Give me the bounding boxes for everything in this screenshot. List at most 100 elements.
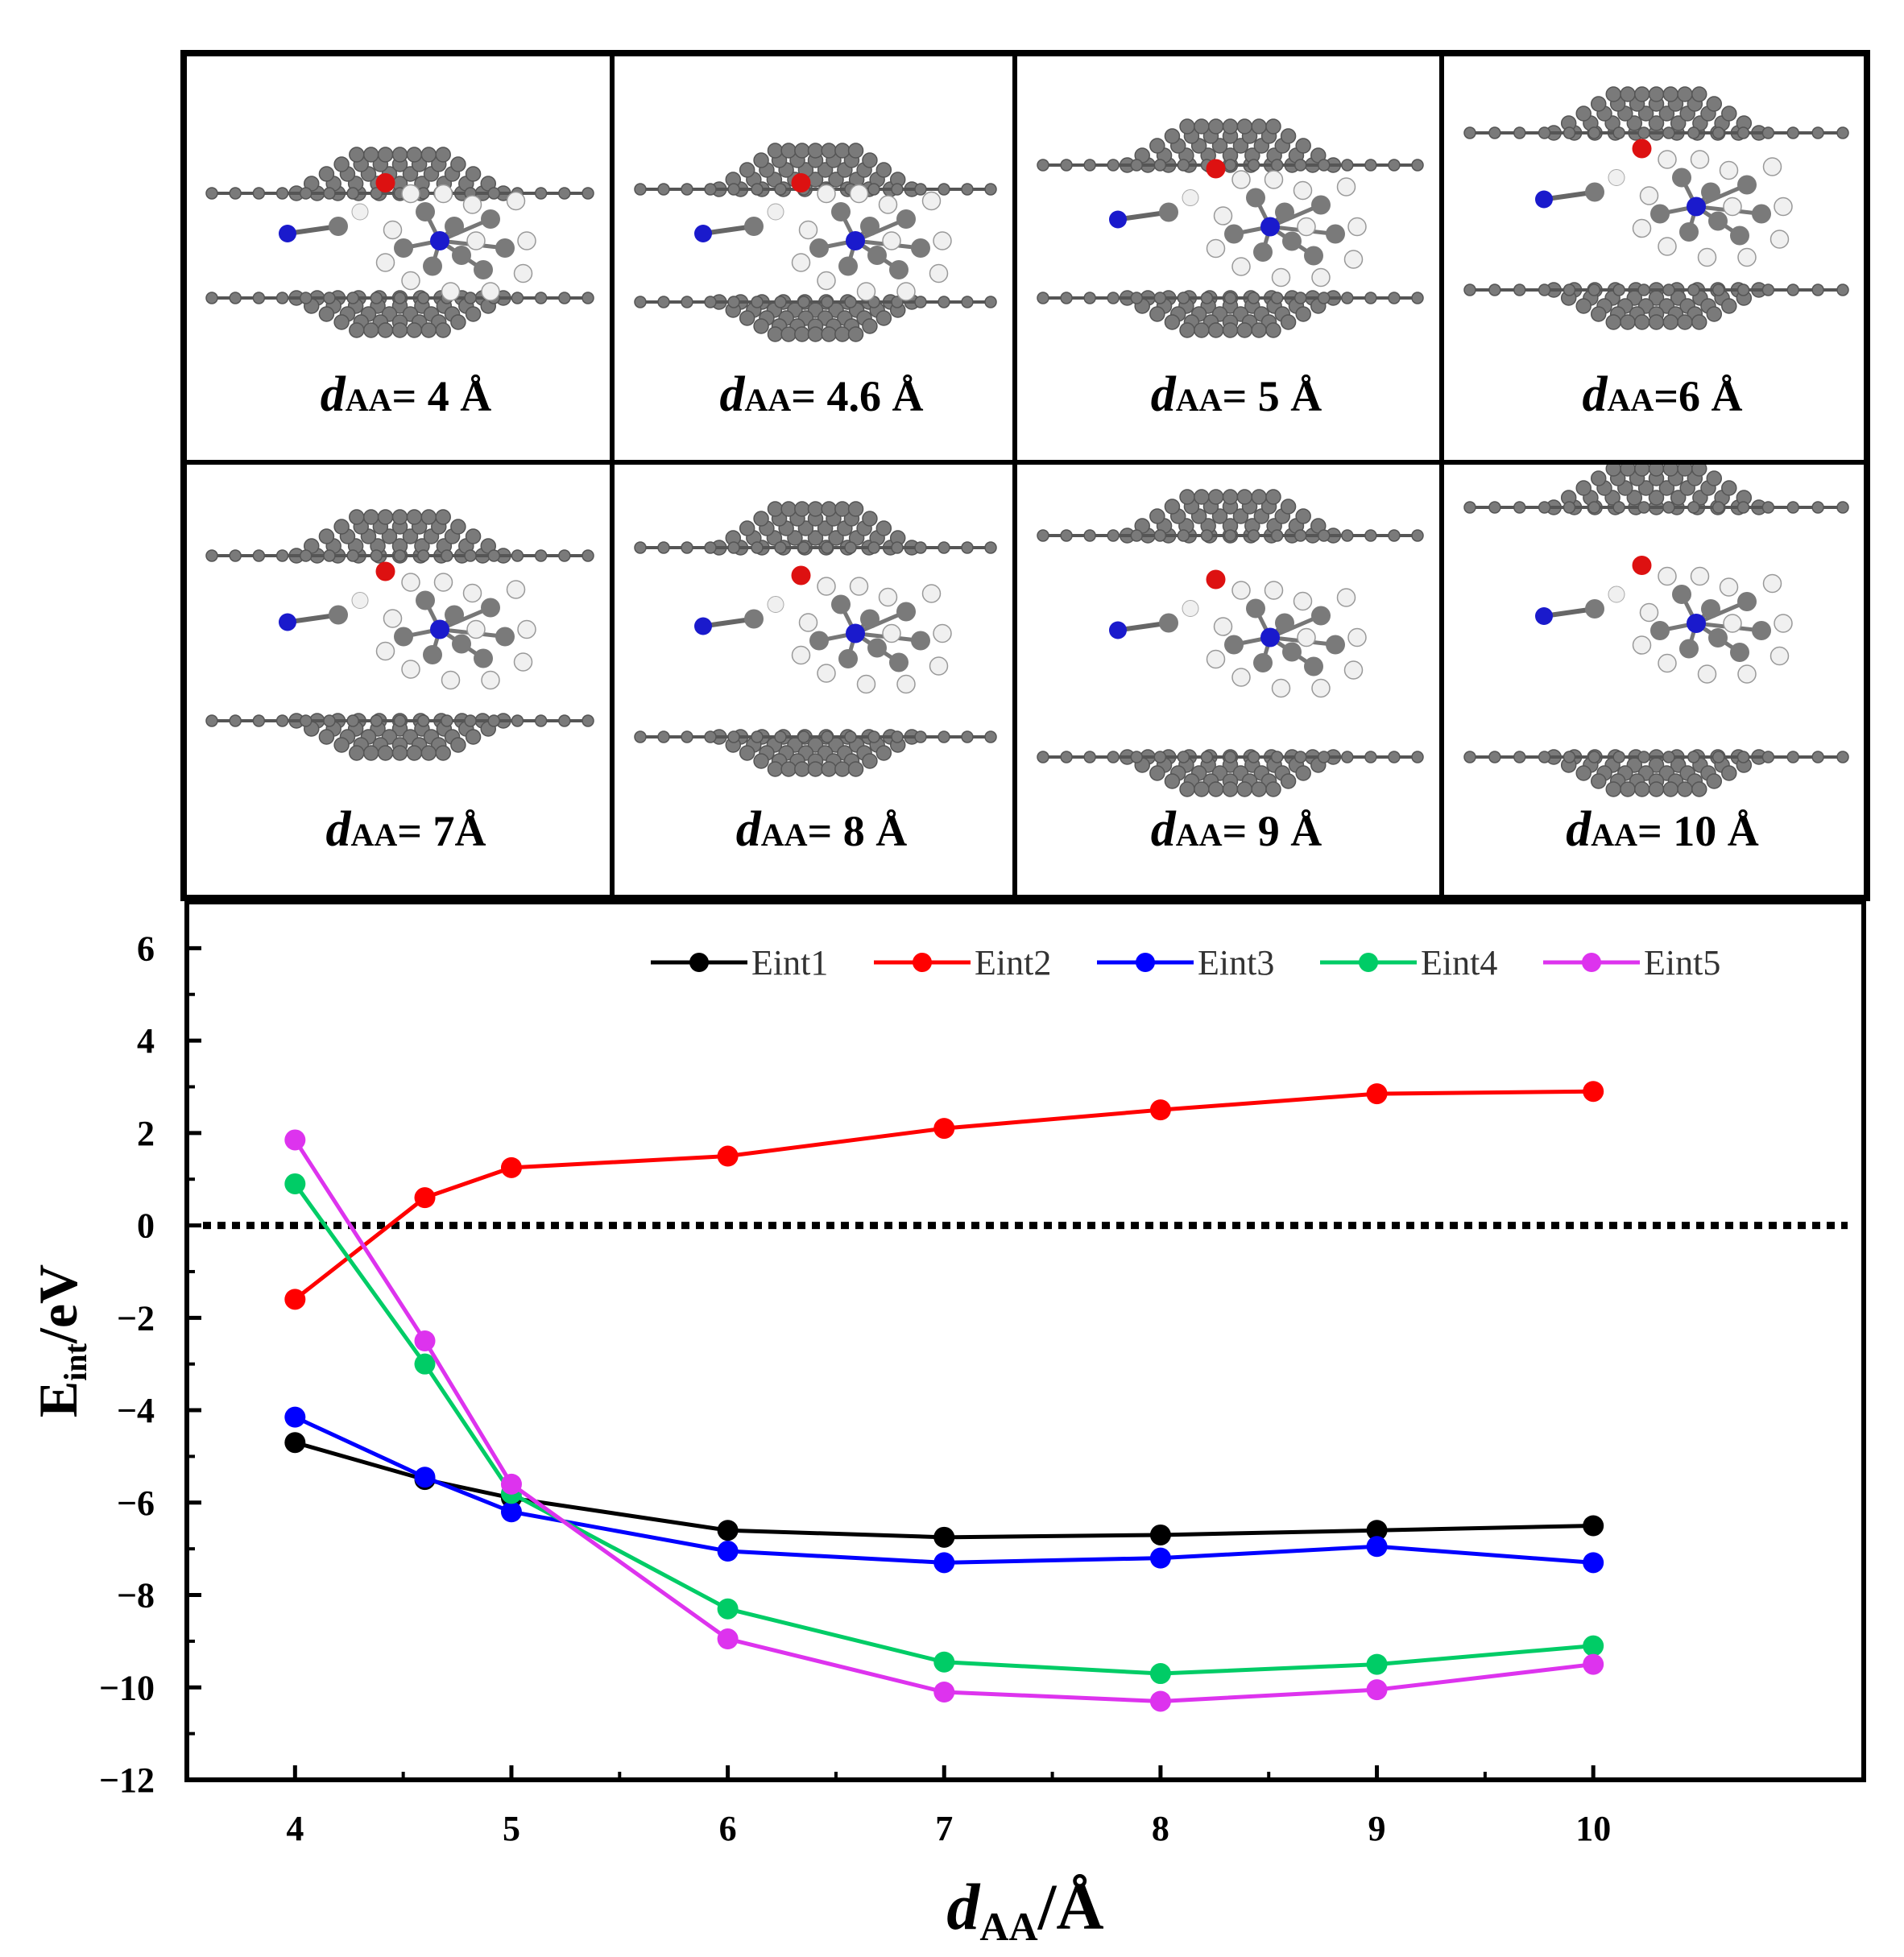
hydrogen-atom [1231, 668, 1251, 687]
carbon-atom [1211, 508, 1228, 524]
carbon-atom [1761, 501, 1775, 514]
carbon-atom [1687, 126, 1700, 139]
carbon-atom [847, 761, 864, 777]
carbon-atom [1253, 653, 1273, 672]
carbon-atom [1687, 751, 1700, 763]
carbon-atom [1538, 751, 1551, 763]
carbon-atom [1364, 159, 1377, 172]
carbon-atom [1736, 126, 1750, 139]
data-point-eint2 [1583, 1081, 1604, 1103]
legend-marker [1136, 953, 1155, 972]
hydrogen-atom [1293, 591, 1313, 611]
oxygen-atom [1206, 569, 1226, 590]
carbon-atom [252, 292, 266, 304]
carbon-atom [1083, 529, 1096, 542]
oxygen-atom [791, 173, 811, 192]
carbon-atom [391, 509, 408, 525]
carbon-atom [780, 143, 797, 159]
carbon-atom [938, 541, 950, 554]
carbon-atom [1177, 292, 1190, 304]
carbon-atom [1672, 168, 1691, 188]
carbon-atom [1691, 86, 1707, 102]
carbon-atom [1177, 529, 1190, 542]
carbon-atom [1270, 292, 1284, 304]
carbon-atom [1280, 314, 1297, 330]
carbon-atom [867, 541, 880, 554]
hydrogen-atom [1347, 217, 1367, 237]
carbon-atom [1590, 773, 1607, 789]
carbon-atom [914, 296, 927, 308]
x-tick-label: 5 [503, 1809, 520, 1848]
data-point-eint4 [933, 1651, 955, 1673]
carbon-atom [1411, 751, 1424, 763]
carbon-atom [252, 714, 266, 727]
x-tick-label: 8 [1152, 1809, 1169, 1848]
carbon-atom [423, 256, 442, 276]
carbon-atom [727, 296, 740, 308]
hydrogen-atom [849, 577, 869, 596]
carbon-atom [582, 714, 594, 727]
carbon-atom [1637, 751, 1650, 763]
structure-panel: dAA=6 Å [1463, 86, 1849, 422]
carbon-atom [838, 649, 858, 668]
data-point-eint3 [1149, 1547, 1171, 1569]
carbon-atom [1612, 126, 1625, 139]
carbon-atom [794, 761, 810, 777]
carbon-atom [1513, 751, 1526, 763]
carbon-atom [1620, 86, 1636, 102]
carbon-atom [914, 541, 927, 554]
carbon-atom [450, 737, 466, 753]
carbon-atom [1587, 283, 1601, 296]
hydrogen-atom [1769, 230, 1790, 249]
carbon-atom [393, 549, 407, 562]
carbon-atom [1836, 751, 1849, 763]
carbon-atom [809, 238, 829, 258]
x-tick-label: 9 [1368, 1809, 1386, 1848]
carbon-atom [465, 528, 482, 544]
carbon-atom [1130, 751, 1143, 763]
carbon-atom [1293, 751, 1307, 763]
carbon-atom [681, 183, 693, 196]
carbon-atom [1326, 224, 1345, 244]
carbon-atom [821, 326, 837, 342]
carbon-atom [774, 296, 787, 308]
panel-label: dAA= 4 Å [321, 367, 492, 422]
nitrogen-atom [1260, 627, 1280, 648]
carbon-atom [1706, 470, 1723, 486]
data-point-eint4 [284, 1173, 306, 1194]
carbon-atom [1563, 751, 1576, 763]
carbon-atom [534, 292, 548, 304]
data-point-eint2 [717, 1145, 739, 1167]
carbon-atom [961, 296, 974, 308]
carbon-atom [450, 156, 466, 172]
nitrogen-atom [846, 231, 865, 250]
carbon-atom [809, 631, 829, 651]
hydrogen-atom [441, 670, 461, 690]
carbon-atom [1563, 126, 1576, 139]
y-tick-label: −8 [117, 1576, 155, 1616]
hydrogen-atom [1632, 218, 1652, 238]
carbon-atom [1590, 306, 1607, 322]
carbon-atom [1282, 642, 1302, 662]
carbon-atom [1463, 283, 1476, 296]
carbon-atom [821, 296, 834, 308]
panel-label: dAA= 10 Å [1566, 802, 1759, 857]
carbon-atom [862, 753, 878, 769]
hydrogen-atom [1213, 617, 1233, 636]
oxygen-atom [791, 565, 811, 585]
panel-label: dAA= 9 Å [1151, 802, 1322, 857]
carbon-atom [1575, 765, 1591, 781]
carbon-atom [794, 326, 810, 342]
carbon-atom [844, 541, 857, 554]
carbon-atom [797, 730, 810, 743]
carbon-atom [1786, 283, 1800, 296]
carbon-atom [891, 730, 904, 743]
carbon-atom [1246, 188, 1265, 208]
carbon-atom [1247, 292, 1260, 304]
carbon-atom [1488, 501, 1501, 514]
carbon-atom [867, 246, 887, 265]
carbon-atom [1293, 292, 1307, 304]
carbon-atom [205, 549, 218, 562]
carbon-atom [634, 730, 647, 743]
data-point-eint5 [933, 1682, 955, 1703]
